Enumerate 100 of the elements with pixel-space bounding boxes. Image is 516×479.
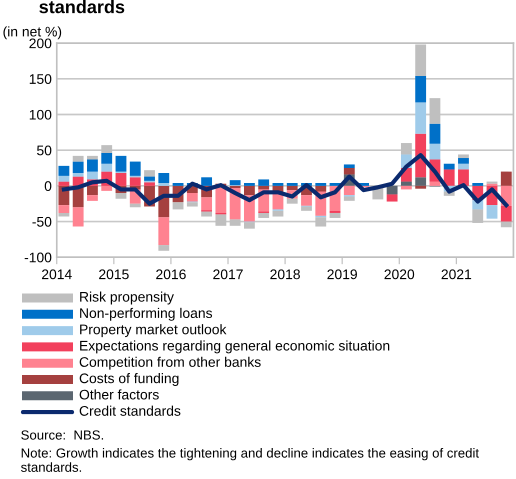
bar (400, 182, 412, 186)
bar (400, 186, 412, 190)
bar (58, 176, 70, 182)
bar (315, 182, 326, 186)
bar (87, 195, 98, 201)
bar (344, 168, 355, 174)
legend-label: Competition from other banks (80, 356, 261, 370)
bar (144, 182, 155, 186)
bar (101, 153, 112, 164)
bar (458, 158, 469, 164)
bar (158, 245, 170, 251)
y-tick-label: -100 (24, 252, 52, 262)
bar (301, 206, 312, 211)
bar (486, 205, 498, 219)
bar (272, 182, 284, 186)
bar (244, 182, 255, 186)
bar (415, 102, 426, 134)
chart-subtitle: (in net %) (3, 26, 62, 40)
bar (58, 182, 70, 186)
y-tick-label: -50 (32, 216, 52, 227)
x-tick-label: 2018 (270, 269, 300, 280)
bar (72, 162, 84, 174)
y-tick-label: 0 (44, 181, 52, 192)
bar (144, 170, 155, 177)
bar (58, 205, 70, 213)
bar (186, 202, 198, 207)
bar (87, 172, 98, 180)
source-note: Source: NBS. (21, 430, 104, 440)
x-tick-label: 2017 (213, 269, 243, 280)
bar (186, 192, 198, 202)
bar (301, 195, 312, 206)
bar (415, 76, 426, 102)
x-tick-label: 2016 (156, 269, 186, 280)
bar (258, 186, 270, 190)
bar (444, 164, 455, 170)
bar (130, 162, 141, 176)
bar (500, 172, 512, 186)
y-tick-label: 150 (30, 74, 52, 84)
legend-label: Property market outlook (80, 324, 226, 338)
bar (201, 177, 212, 186)
legend-label: Other factors (80, 389, 159, 400)
bar (315, 186, 326, 192)
x-tick-label: 2021 (442, 269, 472, 280)
bar (386, 194, 398, 202)
bar (101, 164, 112, 172)
bar (87, 156, 98, 160)
bar (258, 212, 270, 218)
y-tick-label: 50 (37, 146, 52, 156)
bar (72, 173, 84, 177)
bar (72, 156, 84, 162)
bar (158, 173, 170, 183)
bar (130, 204, 141, 208)
bar (101, 186, 112, 191)
bar (144, 176, 155, 181)
line-series (62, 153, 508, 208)
bar (87, 186, 98, 196)
y-tick-label: 100 (30, 110, 52, 120)
bar (87, 159, 98, 172)
bar (430, 182, 440, 186)
bar (458, 169, 469, 186)
bar (330, 212, 340, 218)
x-tick-label: 2015 (99, 269, 129, 280)
legend-label: Expectations regarding general economic situation (80, 340, 390, 354)
bar (444, 169, 455, 186)
bar (286, 198, 298, 204)
bar (72, 207, 84, 227)
bar (344, 196, 355, 201)
bar (158, 217, 170, 246)
y-tick-label: 200 (29, 38, 52, 48)
legend-label: Costs of funding (80, 373, 178, 386)
bar (201, 212, 212, 217)
bar (116, 156, 126, 172)
bar (386, 186, 398, 194)
bar (201, 197, 212, 210)
bar (258, 179, 270, 186)
bar (215, 186, 226, 213)
bar (472, 182, 484, 186)
bar (272, 210, 284, 217)
chart-title: standards (39, 0, 124, 14)
x-tick-label: 2019 (327, 269, 357, 280)
bar (458, 164, 469, 170)
bar (344, 164, 355, 168)
bar (344, 186, 355, 196)
text: Note: Growth indicates the tightening and decline indicates the easing of credit standards. (21, 448, 479, 472)
bar (172, 202, 184, 210)
bar (116, 173, 126, 186)
bar (286, 182, 298, 186)
bar (58, 166, 70, 176)
bar (172, 182, 184, 186)
bar (230, 180, 241, 186)
bar (244, 186, 255, 196)
legend-label: Risk propensity (80, 292, 174, 304)
legend-label: Credit standards (80, 406, 180, 416)
bar (158, 182, 170, 186)
bar (500, 206, 512, 222)
bar (430, 124, 440, 144)
bar (458, 154, 469, 158)
bar (415, 177, 426, 186)
bar (244, 222, 255, 229)
x-tick-label: 2020 (384, 269, 414, 280)
